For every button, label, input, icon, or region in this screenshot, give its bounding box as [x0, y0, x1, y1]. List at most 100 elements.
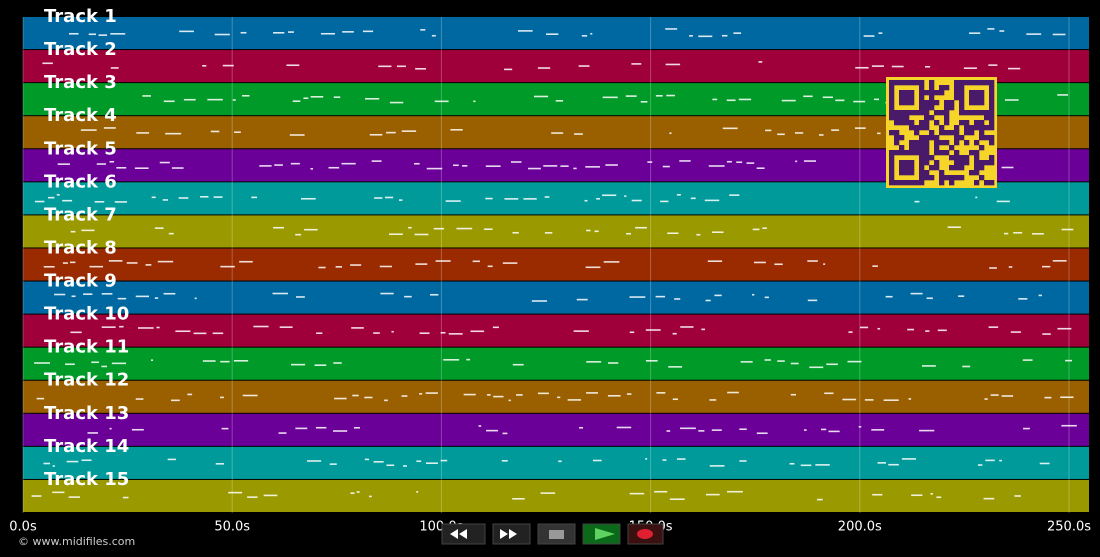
note — [888, 463, 899, 466]
qr-cell — [944, 100, 950, 106]
note — [508, 399, 511, 402]
rewind-button[interactable] — [441, 523, 486, 545]
note — [119, 325, 124, 328]
note — [273, 31, 285, 34]
record-button[interactable] — [627, 523, 664, 545]
note — [320, 32, 336, 35]
note — [660, 200, 669, 203]
note — [242, 94, 250, 97]
note — [350, 492, 355, 494]
note — [415, 68, 426, 70]
note — [963, 67, 977, 69]
note — [304, 228, 318, 231]
note — [777, 360, 785, 362]
note — [877, 132, 881, 135]
note — [853, 100, 866, 103]
note — [273, 226, 284, 229]
note — [310, 167, 314, 170]
note — [135, 398, 144, 400]
track-row — [23, 215, 1089, 248]
note — [316, 332, 323, 334]
note — [183, 98, 196, 101]
qr-cell — [954, 160, 960, 166]
note — [668, 366, 683, 368]
qr-cell — [929, 165, 935, 171]
note — [365, 98, 380, 100]
note — [440, 459, 448, 462]
note — [936, 496, 942, 499]
qr-cell — [924, 120, 930, 126]
note — [573, 330, 589, 332]
qr-cell — [889, 165, 895, 171]
note — [426, 167, 443, 170]
qr-cell — [979, 135, 985, 141]
note — [590, 32, 593, 35]
qr-cell — [914, 130, 920, 136]
qr-cell — [949, 175, 955, 181]
note — [1023, 427, 1030, 430]
note — [738, 98, 752, 101]
track-row — [23, 50, 1089, 83]
qr-cell — [889, 80, 895, 86]
qr-cell — [934, 100, 940, 106]
qr-cell — [979, 95, 985, 101]
note — [848, 331, 853, 333]
note — [56, 194, 60, 196]
note — [712, 98, 718, 101]
qr-cell — [934, 140, 940, 146]
qr-cell — [944, 85, 950, 91]
note — [795, 160, 798, 163]
qr-cell — [974, 160, 980, 166]
note — [290, 162, 300, 165]
note — [753, 261, 766, 264]
note — [145, 264, 152, 266]
note — [341, 162, 356, 165]
qr-cell — [989, 140, 995, 146]
note — [232, 99, 236, 101]
note — [70, 331, 82, 334]
qr-cell — [899, 165, 905, 171]
note — [111, 362, 127, 365]
qr-cell — [984, 80, 990, 86]
note — [71, 295, 76, 298]
qr-cell — [889, 170, 895, 176]
note — [42, 62, 53, 65]
note — [662, 165, 670, 168]
note — [705, 493, 720, 496]
qr-cell — [944, 115, 950, 121]
play-button[interactable] — [582, 523, 621, 545]
note — [362, 30, 374, 33]
note — [286, 64, 300, 67]
qr-cell — [904, 100, 910, 106]
note — [883, 399, 899, 401]
qr-cell — [924, 145, 930, 151]
qr-cell — [939, 180, 945, 186]
qr-cell — [944, 110, 950, 116]
qr-cell — [959, 95, 965, 101]
note — [391, 330, 394, 333]
qr-cell — [904, 90, 910, 96]
note — [629, 331, 635, 334]
note — [34, 362, 51, 364]
qr-cell — [919, 155, 925, 161]
qr-cell — [899, 80, 905, 86]
note — [822, 96, 833, 99]
note — [666, 430, 671, 432]
qr-cell — [889, 155, 895, 161]
note — [616, 426, 632, 429]
track-label: Track 11 — [44, 337, 129, 358]
qr-cell — [974, 150, 980, 156]
note — [1065, 359, 1072, 362]
qr-cell — [964, 155, 970, 161]
note — [709, 465, 725, 467]
note — [1052, 33, 1066, 36]
stop-button[interactable] — [537, 523, 576, 545]
qr-cell — [909, 160, 915, 166]
note — [816, 498, 823, 501]
qr-cell — [959, 105, 965, 111]
note — [333, 430, 348, 432]
note — [586, 361, 602, 363]
fast-forward-button[interactable] — [492, 523, 531, 545]
note — [416, 460, 422, 463]
qr-cell — [934, 120, 940, 126]
